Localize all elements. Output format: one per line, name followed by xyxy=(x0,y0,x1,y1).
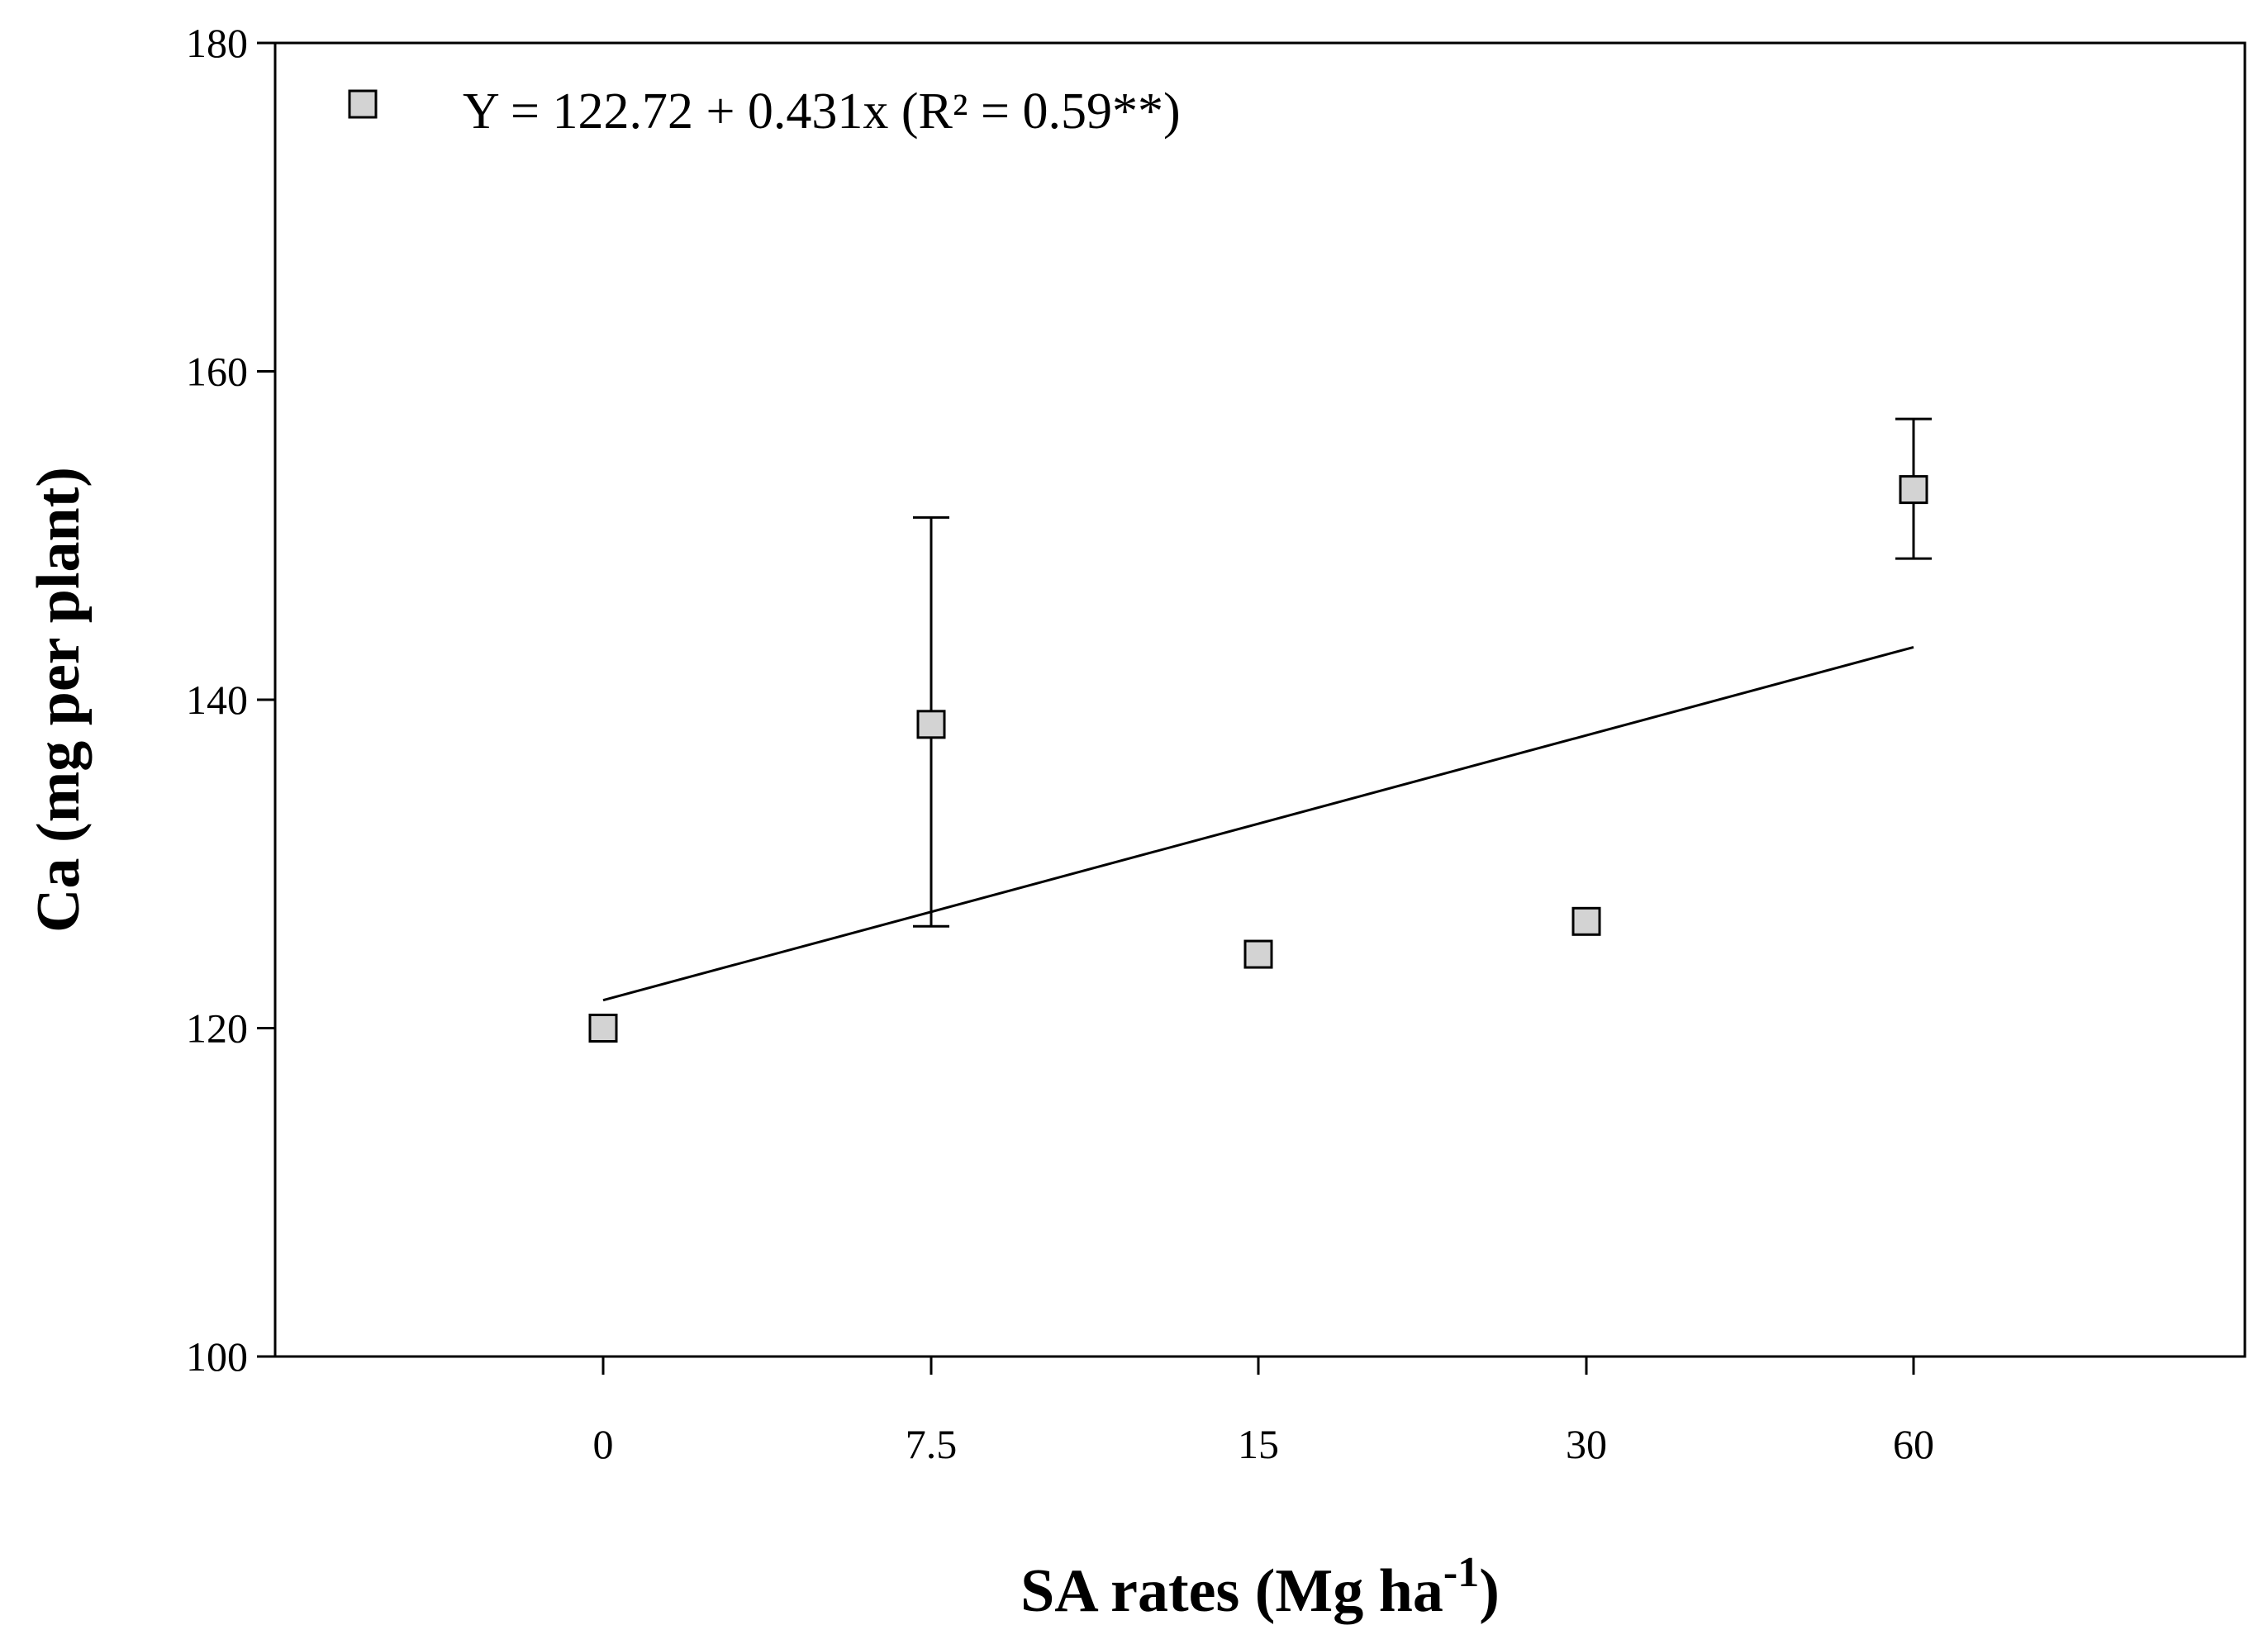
x-tick-label: 7.5 xyxy=(906,1421,958,1467)
legend-label: Y = 122.72 + 0.431x (R² = 0.59**) xyxy=(463,83,1181,140)
legend-marker xyxy=(348,89,378,119)
y-axis-title: Ca (mg per plant) xyxy=(25,467,93,933)
error-bars xyxy=(913,417,1932,928)
data-point xyxy=(588,1014,618,1043)
x-axis-title-sup: -1 xyxy=(1443,1549,1479,1596)
y-tick-label: 180 xyxy=(186,20,248,66)
data-point xyxy=(1243,939,1273,969)
x-tick-label: 30 xyxy=(1566,1421,1607,1467)
x-axis-title-close: ) xyxy=(1479,1557,1500,1625)
x-axis-title: SA rates (Mg ha-1) xyxy=(1020,1549,1500,1625)
data-point xyxy=(1899,475,1928,505)
x-tick-label: 60 xyxy=(1893,1421,1934,1467)
y-tick-label: 120 xyxy=(186,1005,248,1052)
x-axis-title-main: SA rates (Mg ha xyxy=(1020,1557,1443,1625)
x-axis: 0 7.5 15 30 60 xyxy=(593,1357,1934,1467)
regression-line xyxy=(602,645,1914,1002)
y-tick-label: 160 xyxy=(186,349,248,395)
data-points xyxy=(588,475,1928,1043)
data-point xyxy=(916,710,946,739)
y-tick-label: 140 xyxy=(186,677,248,723)
legend: Y = 122.72 + 0.431x (R² = 0.59**) xyxy=(348,83,1181,140)
y-axis: 100 120 140 160 180 xyxy=(186,20,275,1380)
data-point xyxy=(1571,906,1601,936)
x-tick-label: 0 xyxy=(593,1421,614,1467)
plot-frame xyxy=(273,41,2247,1358)
y-tick-label: 100 xyxy=(186,1333,248,1380)
x-tick-label: 15 xyxy=(1238,1421,1279,1467)
